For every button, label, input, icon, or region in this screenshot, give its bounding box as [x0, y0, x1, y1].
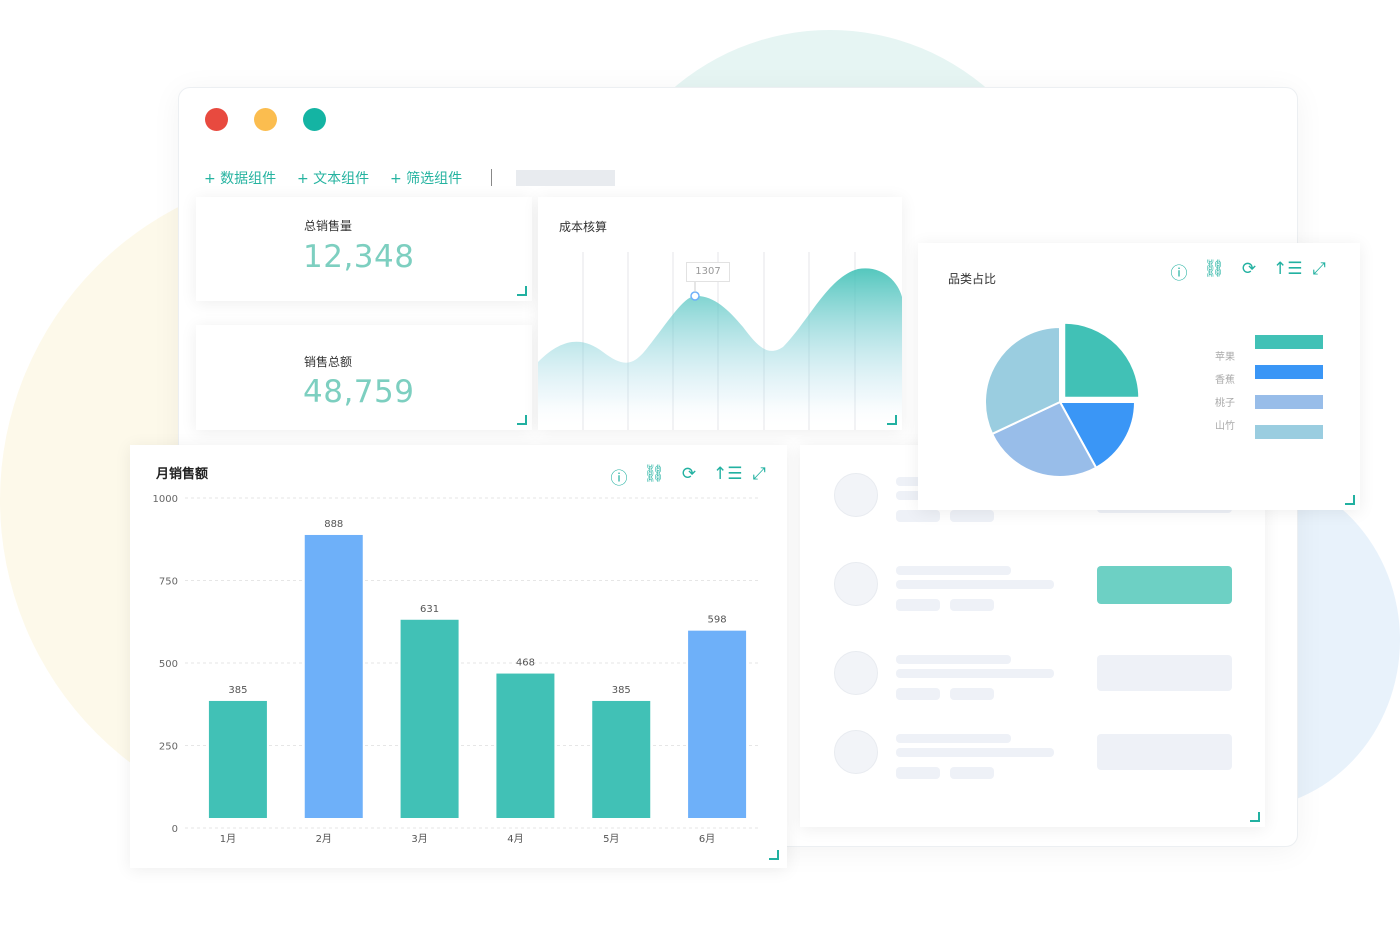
- add-text-widget-button[interactable]: + 文本组件: [297, 171, 370, 187]
- card-title: 成本核算: [559, 220, 608, 234]
- bar: [688, 630, 747, 818]
- kpi-value: 12,348: [303, 239, 415, 275]
- skeleton-line: [950, 767, 994, 779]
- maximize-dot[interactable]: [303, 108, 326, 131]
- pie-chart-card: 品类占比 ⓘ ⛓ ⟳ ↑☰ ⤢ 苹果 香蕉 桃子 山竹: [918, 243, 1360, 510]
- x-tick-label: 4月: [507, 833, 523, 845]
- skeleton-line: [896, 748, 1054, 757]
- minimize-dot[interactable]: [254, 108, 277, 131]
- skeleton-avatar: [834, 562, 878, 606]
- area-series: [538, 268, 902, 430]
- pie-slice: [1058, 401, 1137, 470]
- pie-chart: [984, 321, 1141, 478]
- x-tick-label: 5月: [603, 833, 619, 845]
- highlight-point: [690, 291, 700, 301]
- skeleton-avatar: [834, 730, 878, 774]
- bar-chart: 0 250 500 750 1000 385 1月 888 2月 631 3月 468 4月 385 5月 5…: [153, 494, 760, 845]
- legend-label: 香蕉: [1215, 375, 1235, 386]
- kpi-label: 总销售量: [304, 219, 353, 233]
- legend-swatch: [1255, 335, 1323, 349]
- refresh-icon[interactable]: ⟳: [1241, 259, 1257, 279]
- card-toolbar: ⓘ ⛓ ⟳ ↑☰ ⤢: [608, 464, 770, 489]
- skeleton-line: [896, 669, 1054, 678]
- skeleton-line: [896, 566, 1011, 575]
- resize-handle[interactable]: [517, 415, 527, 425]
- skeleton-line: [896, 734, 1011, 743]
- unlink-icon[interactable]: ⛓: [643, 464, 665, 484]
- y-tick-label: 1000: [153, 494, 178, 505]
- y-tick-label: 0: [172, 824, 178, 835]
- bar-value-label: 468: [516, 658, 535, 669]
- card-title: 品类占比: [948, 272, 997, 286]
- skeleton-line: [896, 599, 940, 611]
- bar-value-label: 631: [420, 604, 439, 615]
- kpi-label: 销售总额: [304, 355, 353, 369]
- bar-chart-card: 月销售额 ⓘ ⛓ ⟳ ↑☰ ⤢ 0 250 500 750 1000 385 1月 888 2月 631 3…: [130, 445, 787, 868]
- legend-label: 桃子: [1215, 398, 1235, 409]
- skeleton-line: [896, 767, 940, 779]
- legend-label: 苹果: [1215, 352, 1235, 363]
- info-icon[interactable]: ⓘ: [610, 469, 628, 489]
- skeleton-line: [896, 655, 1011, 664]
- bar: [496, 673, 555, 818]
- pie-slice: [990, 400, 1098, 478]
- kpi-card-total-volume: 总销售量 12,348: [196, 197, 532, 301]
- skeleton-avatar: [834, 473, 878, 517]
- skeleton-line: [950, 599, 994, 611]
- unlink-icon[interactable]: ⛓: [1203, 259, 1225, 279]
- y-tick-label: 250: [159, 742, 178, 753]
- y-tick-label: 750: [159, 577, 178, 588]
- skeleton-line: [950, 688, 994, 700]
- resize-handle[interactable]: [1345, 495, 1355, 505]
- bar: [400, 619, 459, 818]
- bar-value-label: 385: [612, 685, 631, 696]
- card-title: 月销售额: [156, 467, 209, 482]
- skeleton-line: [1097, 734, 1232, 770]
- close-dot[interactable]: [205, 108, 228, 131]
- area-chart: [538, 252, 902, 430]
- fullscreen-icon[interactable]: ⤢: [752, 464, 766, 484]
- legend-swatch: [1255, 365, 1323, 379]
- toolbar-divider: [491, 169, 492, 186]
- x-tick-label: 3月: [411, 833, 427, 845]
- area-chart-card: 成本核算 1307: [538, 197, 902, 430]
- resize-handle[interactable]: [517, 286, 527, 296]
- legend-swatch: [1255, 395, 1323, 409]
- x-tick-label: 1月: [220, 833, 236, 845]
- info-icon[interactable]: ⓘ: [1170, 264, 1188, 284]
- toolbar-placeholder: [516, 170, 615, 186]
- card-toolbar: ⓘ ⛓ ⟳ ↑☰ ⤢: [1168, 259, 1330, 284]
- kpi-value: 48,759: [303, 374, 415, 410]
- skeleton-button: [1097, 566, 1232, 604]
- bar-value-label: 598: [708, 615, 727, 626]
- kpi-card-total-sales: 销售总额 48,759: [196, 325, 532, 430]
- skeleton-line: [896, 510, 940, 522]
- bar-value-label: 385: [228, 685, 247, 696]
- bar: [592, 700, 651, 818]
- refresh-icon[interactable]: ⟳: [681, 464, 697, 484]
- legend-label: 山竹: [1215, 421, 1235, 432]
- resize-handle[interactable]: [887, 415, 897, 425]
- x-tick-label: 2月: [316, 833, 332, 845]
- legend-swatch: [1255, 425, 1323, 439]
- tooltip: 1307: [686, 262, 730, 282]
- add-filter-widget-button[interactable]: + 筛选组件: [390, 171, 463, 187]
- skeleton-line: [1097, 655, 1232, 691]
- skeleton-line: [950, 510, 994, 522]
- resize-handle[interactable]: [1250, 812, 1260, 822]
- x-tick-label: 6月: [699, 833, 715, 845]
- skeleton-line: [896, 688, 940, 700]
- y-tick-label: 500: [159, 659, 178, 670]
- resize-handle[interactable]: [769, 850, 779, 860]
- bar: [208, 700, 267, 818]
- bar-value-label: 888: [324, 519, 343, 530]
- bar: [304, 534, 363, 818]
- fullscreen-icon[interactable]: ⤢: [1312, 259, 1326, 279]
- skeleton-line: [896, 580, 1054, 589]
- pie-slice: [984, 325, 1061, 436]
- pie-slice: [1063, 321, 1141, 399]
- skeleton-avatar: [834, 651, 878, 695]
- add-data-widget-button[interactable]: + 数据组件: [204, 171, 277, 187]
